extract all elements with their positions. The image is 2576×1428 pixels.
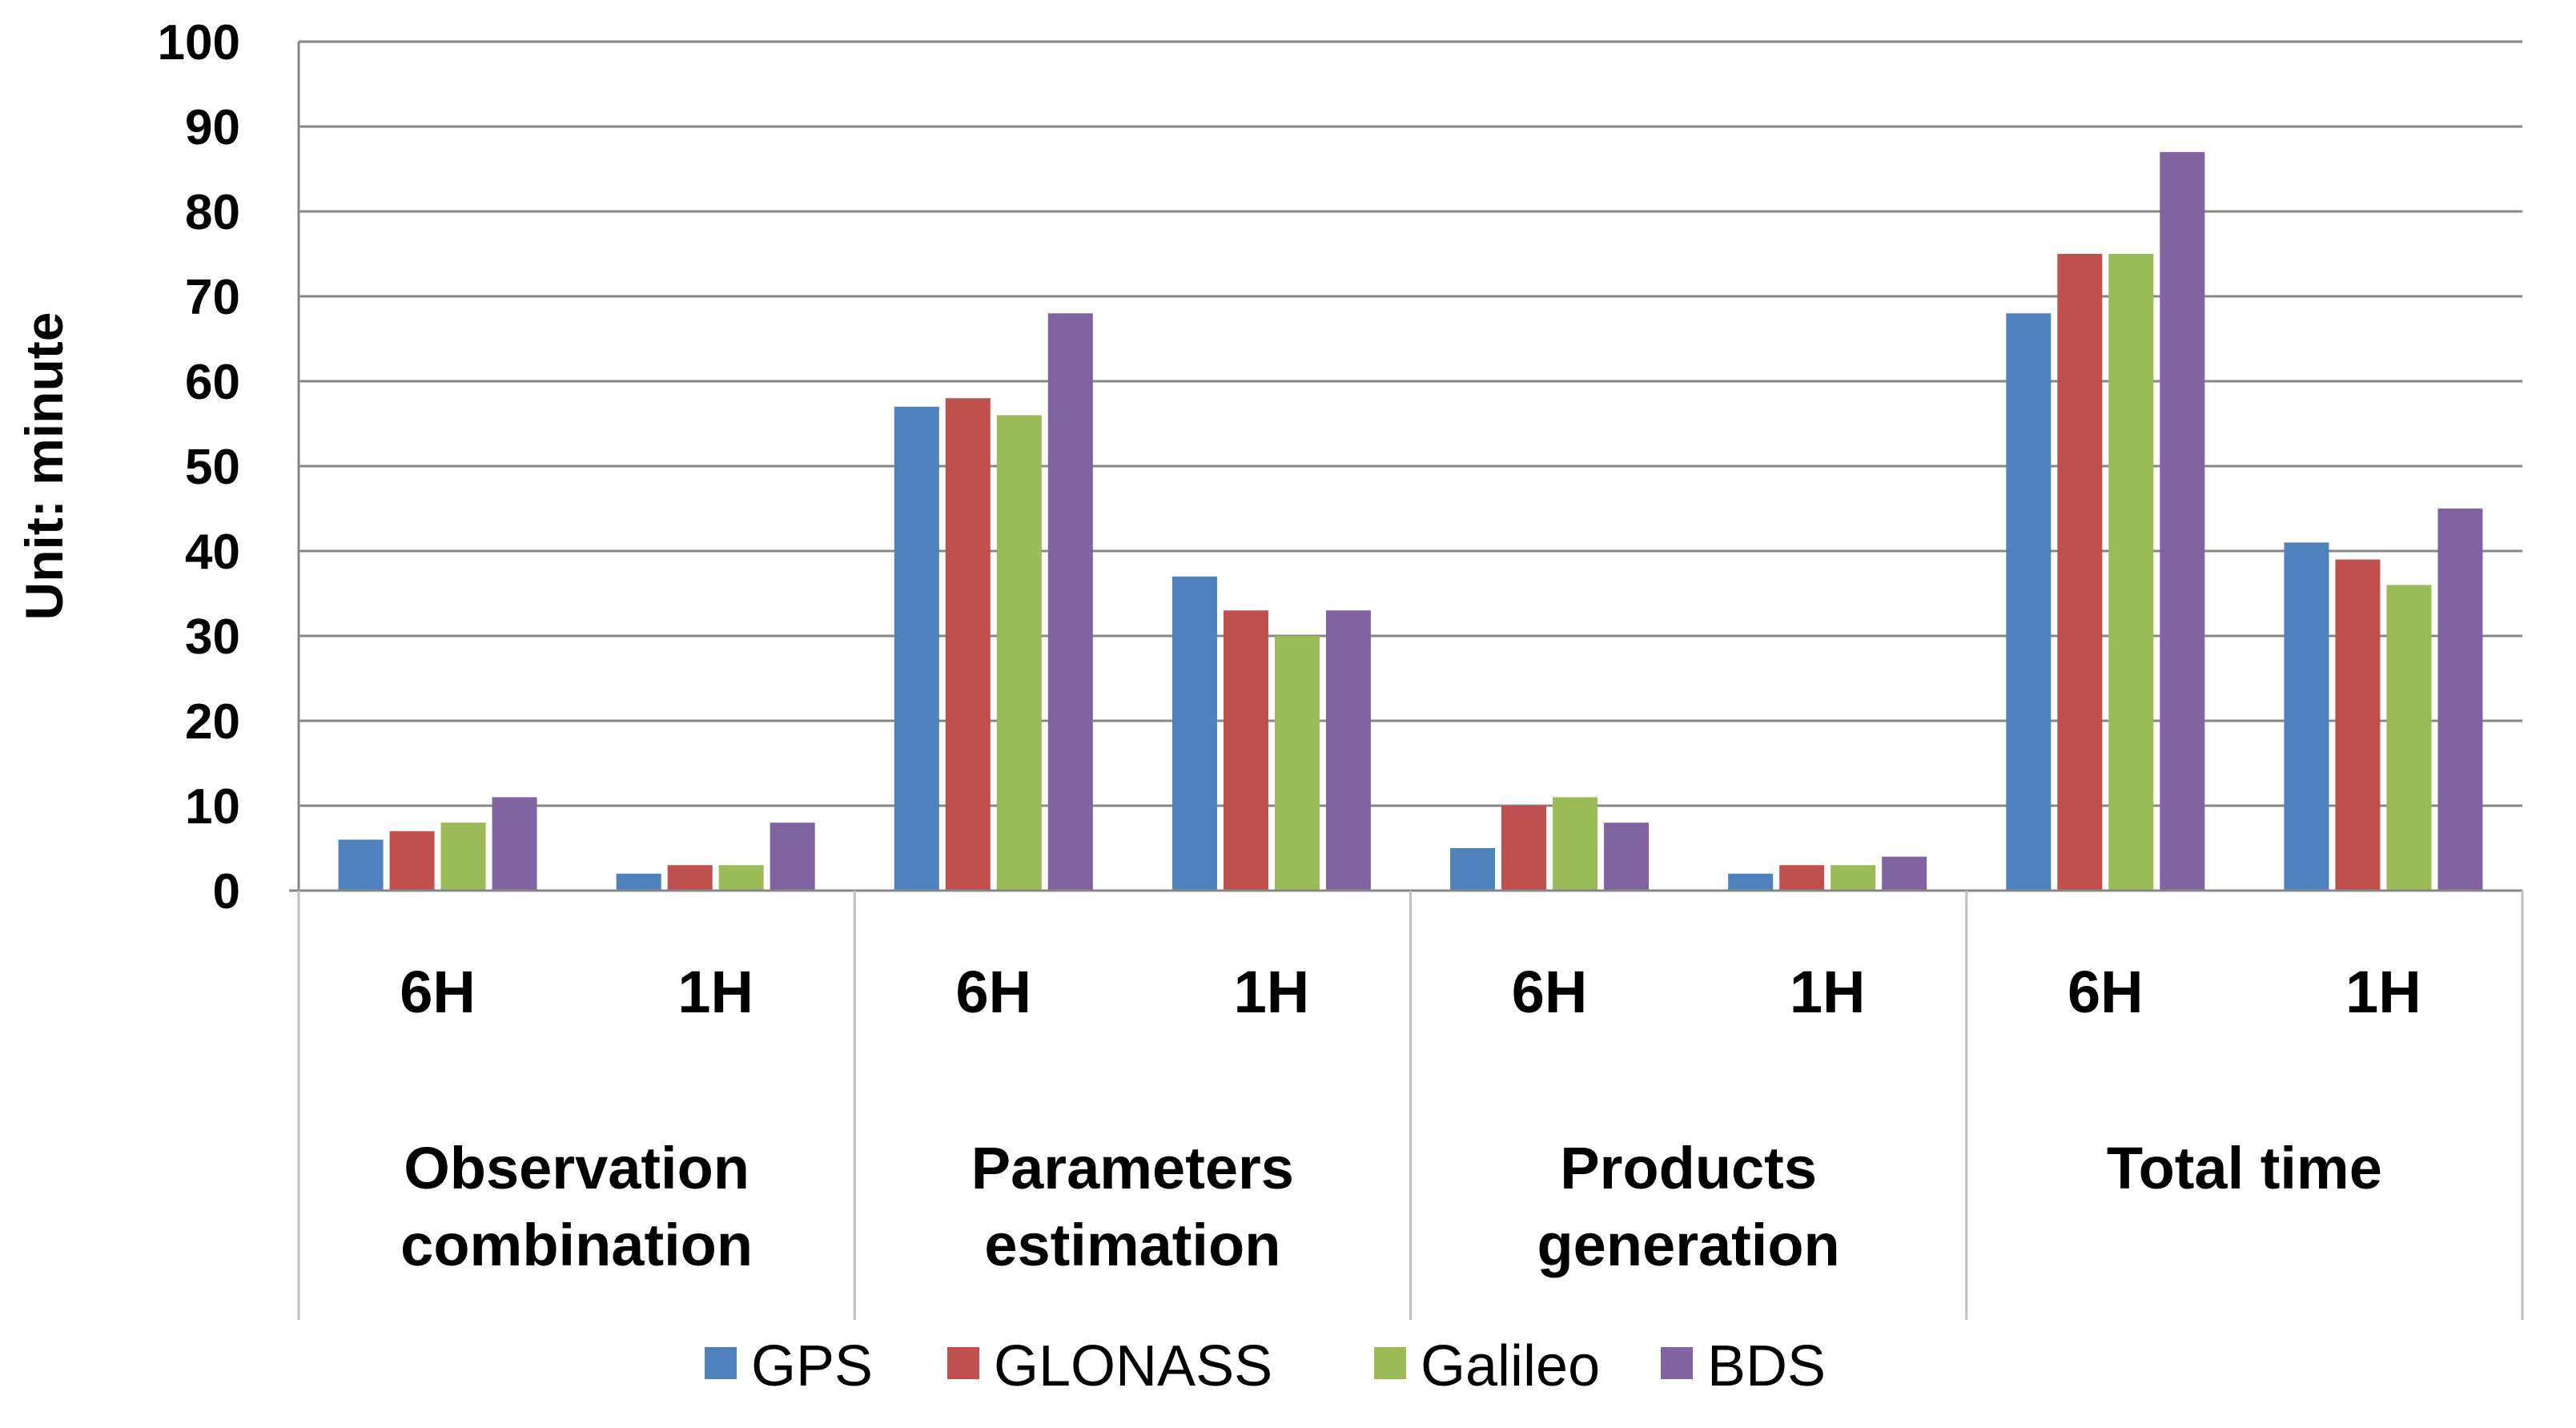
legend-label-glonass: GLONASS [994,1334,1272,1398]
bar-gps-6 [2006,313,2052,891]
bar-bds-7 [2437,509,2483,891]
y-tick-label: 30 [185,609,240,665]
bar-bds-1 [770,823,815,891]
axes [289,42,2524,1320]
bar-glonass-6 [2057,254,2103,891]
bar-glonass-1 [667,865,713,891]
y-tick-label: 20 [185,694,240,750]
bar-galileo-1 [718,865,764,891]
bar-glonass-5 [1779,865,1825,891]
bar-glonass-2 [945,398,991,891]
x-group-label: Products [1560,1135,1817,1201]
legend-label-galileo: Galileo [1421,1334,1600,1398]
bar-bds-4 [1604,823,1650,891]
y-axis-title: Unit: minute [14,312,74,621]
bar-glonass-3 [1223,610,1268,891]
bar-galileo-5 [1831,865,1876,891]
bar-glonass-0 [389,831,435,891]
x-group-label: estimation [984,1212,1280,1278]
y-tick-label: 40 [185,525,240,580]
x-group-label: Total time [2107,1135,2382,1201]
bar-bds-3 [1325,610,1371,891]
y-tick-label: 10 [185,779,240,835]
bar-galileo-7 [2386,585,2432,891]
bar-bds-5 [1882,856,1927,891]
y-tick-label: 60 [185,355,240,410]
bar-glonass-4 [1501,806,1547,891]
x-subcategory-label: 6H [1512,959,1588,1025]
x-group-label: Observation [404,1135,749,1201]
legend: GPS GLONASS Galileo BDS [705,1334,1826,1398]
legend-swatch-galileo [1374,1347,1406,1379]
bar-galileo-0 [440,823,486,891]
bar-gps-7 [2284,542,2329,891]
bar-galileo-3 [1274,636,1320,891]
bar-bds-0 [492,797,537,891]
bar-gps-4 [1450,848,1496,891]
x-subcategory-label: 1H [1234,959,1310,1025]
legend-label-gps: GPS [751,1334,873,1398]
x-group-label: generation [1537,1212,1839,1278]
y-tick-label: 50 [185,440,240,495]
x-subcategory-label: 1H [1790,959,1866,1025]
x-subcategory-label: 6H [956,959,1032,1025]
axis-labels: 0 10 20 30 40 50 60 70 80 90 100 6H 1H 6H 1H 6H 1H 6H 1H Ob… [14,15,2421,1278]
legend-swatch-glonass [947,1347,979,1379]
bar-bds-2 [1047,313,1093,891]
grid-lines [299,40,2522,807]
x-subcategory-label: 6H [400,959,476,1025]
bar-gps-1 [616,873,661,891]
y-tick-label: 100 [158,15,240,70]
x-subcategory-label: 1H [2345,959,2421,1025]
bar-galileo-2 [996,415,1042,891]
x-subcategory-label: 1H [677,959,754,1025]
bar-gps-5 [1728,873,1774,891]
legend-swatch-bds [1661,1347,1693,1379]
x-group-label: Parameters [971,1135,1294,1201]
bar-gps-2 [894,406,939,891]
bar-gps-0 [338,839,384,891]
y-tick-label: 80 [185,185,240,240]
legend-label-bds: BDS [1707,1334,1826,1398]
bar-bds-6 [2160,151,2205,891]
y-tick-label: 70 [185,270,240,325]
bar-galileo-4 [1553,797,1598,891]
bars [338,151,2483,891]
bar-galileo-6 [2108,254,2154,891]
y-tick-label: 0 [213,864,240,919]
x-group-label: combination [400,1212,753,1278]
legend-swatch-gps [705,1347,737,1379]
bar-gps-3 [1171,576,1217,891]
x-subcategory-label: 6H [2068,959,2144,1025]
y-tick-label: 90 [185,100,240,155]
bar-glonass-7 [2335,559,2381,891]
